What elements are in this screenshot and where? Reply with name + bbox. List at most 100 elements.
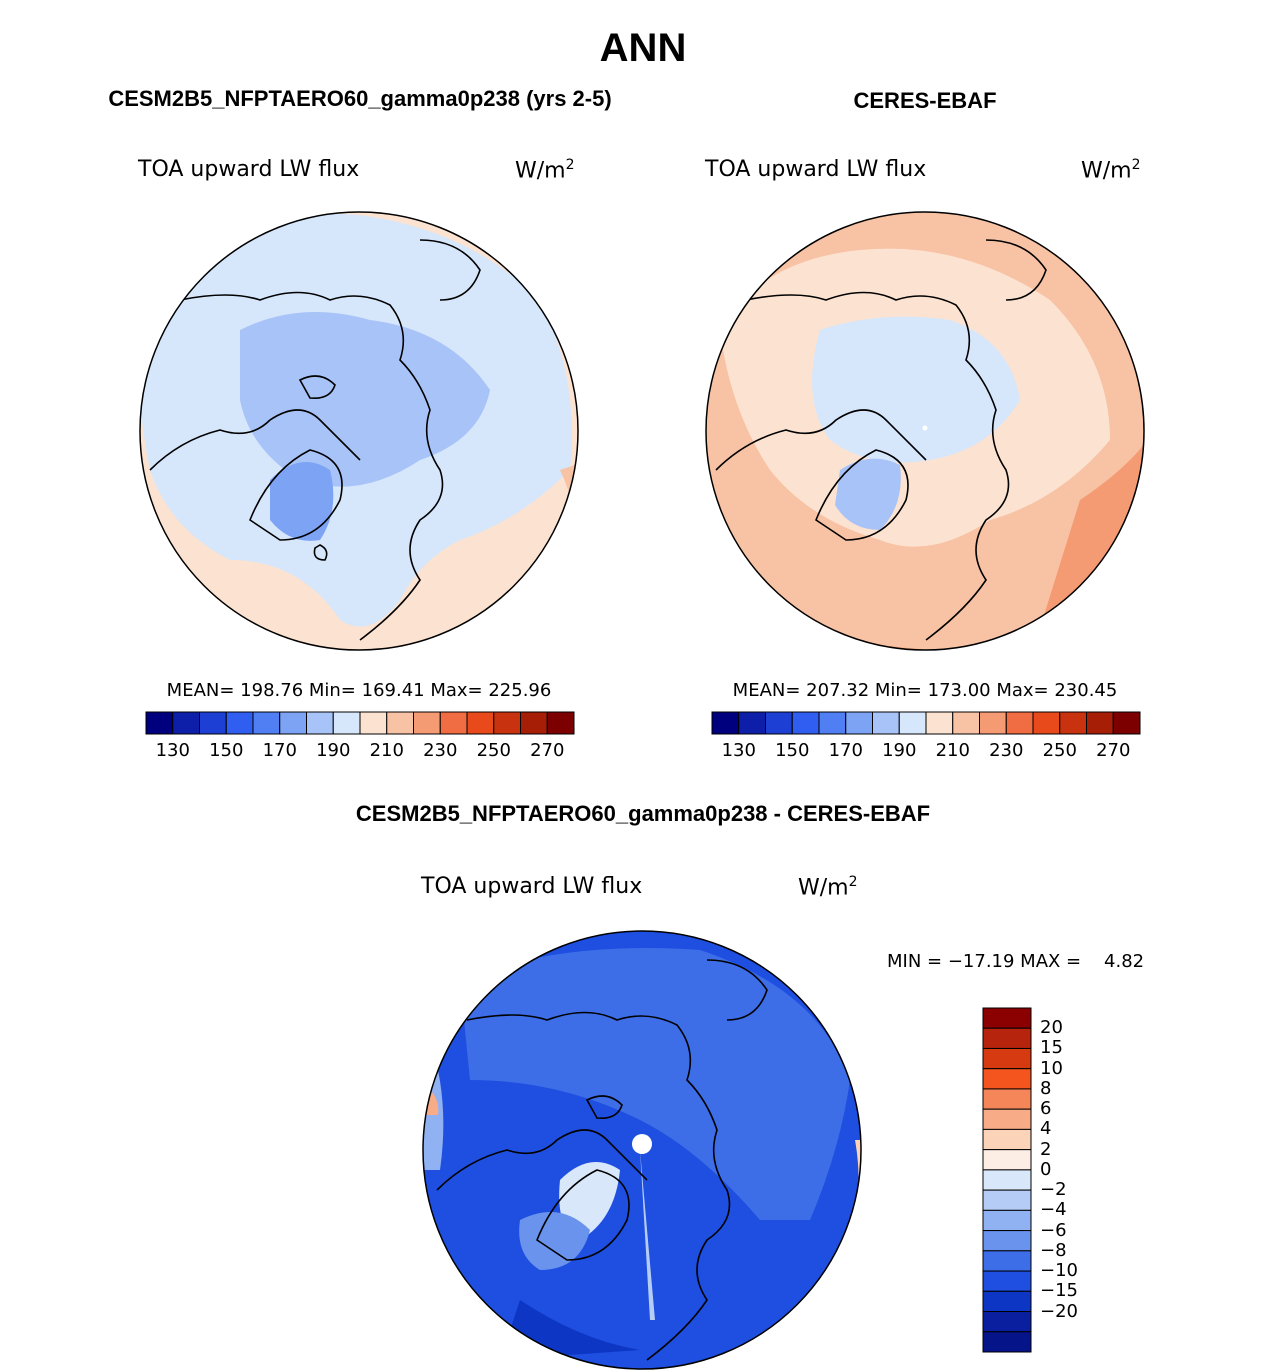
- obs-colorbar-tick-label: 190: [882, 740, 917, 761]
- obs-colorbar-swatch: [1059, 711, 1087, 735]
- diff-colorbar-swatch: [982, 1331, 1032, 1353]
- units-exponent: 2: [1131, 157, 1141, 173]
- diff-colorbar-swatch: [982, 1311, 1032, 1333]
- diff-colorbar-tick-label: 20: [1040, 1017, 1063, 1039]
- obs-colorbar-swatch: [1112, 711, 1141, 735]
- model-colorbar-tick-label: 250: [476, 740, 511, 761]
- model-colorbar-swatch: [332, 711, 361, 735]
- units-base: W/m: [515, 158, 566, 184]
- obs-colorbar-swatch: [1005, 711, 1034, 735]
- obs-colorbar: [711, 711, 1141, 735]
- diff-units-label: W/m2: [798, 874, 858, 900]
- obs-units-label: W/m2: [1081, 157, 1141, 183]
- diff-colorbar-swatch: [982, 1290, 1032, 1313]
- obs-colorbar-tick-label: 250: [1042, 740, 1077, 761]
- model-colorbar-swatch: [199, 711, 227, 735]
- model-colorbar-swatch: [493, 711, 521, 735]
- model-colorbar-swatch: [466, 711, 495, 735]
- diff-colorbar-tick-label: 0: [1040, 1158, 1052, 1180]
- diff-colorbar-tick-label: −2: [1040, 1179, 1067, 1201]
- model-panel-heading: CESM2B5_NFPTAERO60_gamma0p238 (yrs 2-5): [108, 86, 612, 111]
- obs-colorbar-swatch: [1032, 711, 1061, 735]
- diff-colorbar-ticks: 20 15 10 8 6 4 2 0 −2 −4 −6 −8 −10 −15 −20: [1040, 1007, 1120, 1353]
- model-stats: MEAN= 198.76 Min= 169.41 Max= 225.96: [166, 680, 552, 701]
- diff-colorbar-swatch: [982, 1108, 1032, 1130]
- obs-panel-heading: CERES-EBAF: [853, 88, 997, 113]
- model-colorbar-swatch: [386, 711, 414, 735]
- obs-colorbar-swatch: [872, 711, 900, 735]
- model-colorbar-swatch: [520, 711, 548, 735]
- model-colorbar-tick-label: 210: [369, 740, 404, 761]
- model-colorbar: [145, 711, 575, 735]
- model-colorbar-swatch: [252, 711, 281, 735]
- diff-panel-heading: CESM2B5_NFPTAERO60_gamma0p238 - CERES-EB…: [355, 801, 931, 826]
- model-colorbar-swatch: [546, 711, 575, 735]
- diff-colorbar-swatch: [982, 1007, 1032, 1029]
- units-base: W/m: [1081, 158, 1132, 184]
- diff-colorbar-swatch: [982, 1230, 1032, 1252]
- diff-colorbar-swatch: [982, 1068, 1032, 1090]
- diff-colorbar-swatch: [982, 1250, 1032, 1272]
- obs-colorbar-swatch: [1086, 711, 1114, 735]
- model-variable-label: TOA upward LW flux: [138, 157, 360, 182]
- model-colorbar-swatch: [359, 711, 388, 735]
- model-colorbar-tick-label: 150: [209, 740, 244, 761]
- diff-colorbar-swatch: [982, 1027, 1032, 1049]
- model-colorbar-swatch: [306, 711, 334, 735]
- diff-colorbar-swatch: [982, 1128, 1032, 1151]
- obs-colorbar-tick-label: 270: [1096, 740, 1131, 761]
- obs-colorbar-swatch: [711, 711, 740, 735]
- obs-colorbar-swatch: [979, 711, 1007, 735]
- units-exponent: 2: [565, 157, 575, 173]
- model-colorbar-tick-label: 130: [155, 740, 190, 761]
- units-exponent: 2: [848, 874, 858, 890]
- diff-colorbar-tick-label: 15: [1040, 1037, 1063, 1059]
- diff-colorbar-swatch: [982, 1088, 1032, 1110]
- diff-colorbar-tick-label: −4: [1040, 1199, 1067, 1221]
- diff-colorbar-tick-label: −20: [1040, 1300, 1078, 1322]
- model-colorbar-swatch: [439, 711, 468, 735]
- diff-colorbar-tick-label: 8: [1040, 1077, 1052, 1099]
- model-colorbar-swatch: [413, 711, 441, 735]
- figure-title: ANN: [599, 26, 687, 70]
- diff-colorbar-tick-label: 4: [1040, 1118, 1052, 1140]
- diff-stats: MIN = −17.19 MAX = 4.82: [887, 951, 1145, 972]
- diff-colorbar-tick-label: −8: [1040, 1239, 1067, 1261]
- obs-colorbar-tick-label: 230: [989, 740, 1024, 761]
- obs-colorbar-swatch: [898, 711, 927, 735]
- obs-colorbar-swatch: [738, 711, 766, 735]
- units-base: W/m: [798, 875, 849, 901]
- model-colorbar-ticks: 130 150 170 190 210 230 250 270: [145, 740, 575, 764]
- obs-colorbar-swatch: [925, 711, 954, 735]
- obs-variable-label: TOA upward LW flux: [705, 157, 927, 182]
- diff-colorbar-swatch: [982, 1169, 1032, 1191]
- diff-colorbar-tick-label: −15: [1040, 1280, 1078, 1302]
- obs-colorbar-swatch: [952, 711, 980, 735]
- diff-colorbar-tick-label: 6: [1040, 1098, 1052, 1120]
- model-colorbar-tick-label: 190: [316, 740, 351, 761]
- diff-variable-label: TOA upward LW flux: [421, 874, 643, 899]
- diff-colorbar-swatch: [982, 1149, 1032, 1171]
- obs-colorbar-swatch: [845, 711, 873, 735]
- model-colorbar-swatch: [279, 711, 307, 735]
- obs-colorbar-ticks: 130 150 170 190 210 230 250 270: [711, 740, 1141, 764]
- model-colorbar-swatch: [145, 711, 174, 735]
- diff-colorbar-tick-label: 2: [1040, 1138, 1052, 1160]
- obs-colorbar-tick-label: 170: [828, 740, 863, 761]
- obs-colorbar-swatch: [818, 711, 847, 735]
- obs-colorbar-tick-label: 150: [775, 740, 810, 761]
- diff-colorbar-tick-label: −10: [1040, 1260, 1078, 1282]
- obs-colorbar-tick-label: 210: [935, 740, 970, 761]
- diff-colorbar-swatch: [982, 1047, 1032, 1070]
- obs-stats: MEAN= 207.32 Min= 173.00 Max= 230.45: [732, 680, 1118, 701]
- model-colorbar-tick-label: 270: [530, 740, 565, 761]
- obs-colorbar-swatch: [791, 711, 820, 735]
- diff-colorbar-tick-label: −6: [1040, 1219, 1067, 1241]
- model-units-label: W/m2: [515, 157, 575, 183]
- diff-colorbar-tick-label: 10: [1040, 1057, 1063, 1079]
- model-colorbar-swatch: [225, 711, 254, 735]
- obs-colorbar-tick-label: 130: [721, 740, 756, 761]
